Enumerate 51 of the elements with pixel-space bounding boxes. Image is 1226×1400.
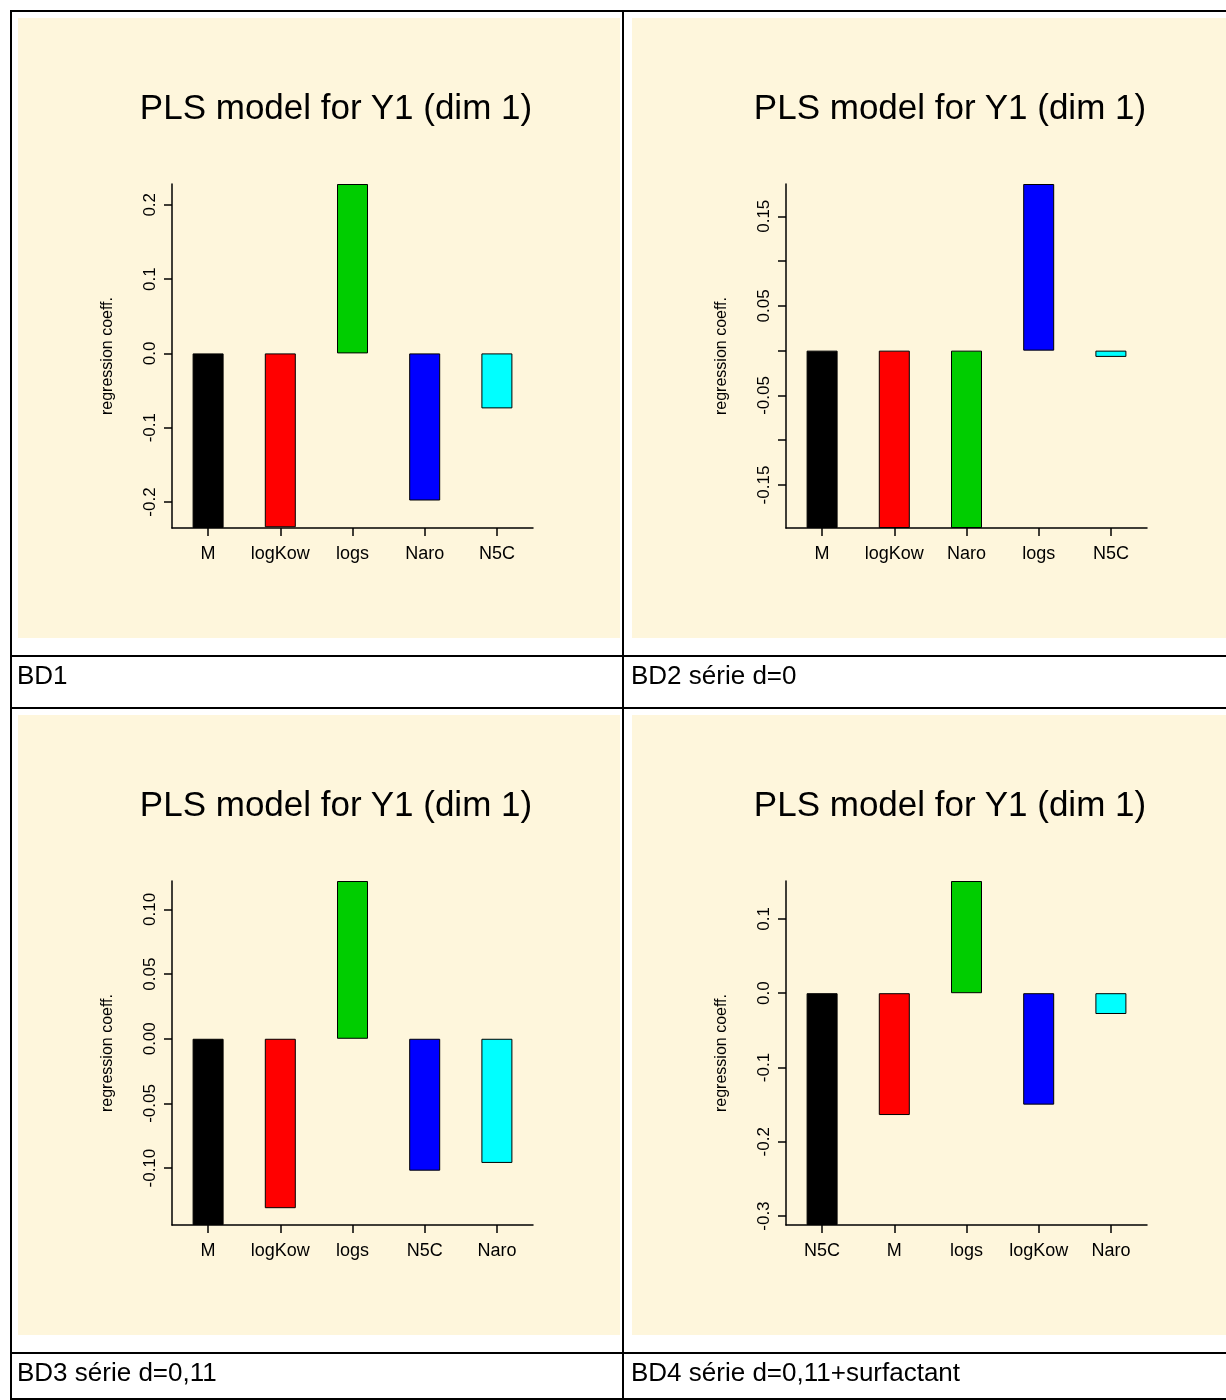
x-tick-label: M bbox=[200, 1240, 216, 1260]
y-tick-label: 0.10 bbox=[140, 892, 159, 926]
y-tick-label: -0.2 bbox=[140, 487, 159, 517]
x-tick-label: Naro bbox=[946, 543, 987, 563]
chart-title: PLS model for Y1 (dim 1) bbox=[139, 784, 533, 823]
x-tick-label: Naro bbox=[477, 1240, 517, 1260]
x-tick-label: N5C bbox=[804, 1240, 841, 1260]
x-tick-label: logKow bbox=[250, 1240, 311, 1260]
text: BD1 bbox=[17, 660, 68, 691]
x-tick-label: M bbox=[886, 1240, 902, 1260]
y-tick-label: -0.10 bbox=[140, 1148, 159, 1188]
x-tick-label: N5C bbox=[406, 1240, 443, 1260]
x-tick-label: logKow bbox=[864, 543, 925, 563]
text: BD2 série d=0 bbox=[631, 660, 797, 691]
y-tick-label: -0.05 bbox=[754, 376, 773, 415]
x-tick-label: M bbox=[200, 543, 216, 563]
x-tick-label: logs bbox=[335, 543, 370, 563]
y-tick-label: 0.05 bbox=[140, 957, 159, 991]
y-axis-title: regression coeff. bbox=[711, 994, 729, 1112]
x-tick-label: Naro bbox=[405, 543, 445, 563]
y-tick-label: -0.05 bbox=[140, 1084, 159, 1123]
chart-title: PLS model for Y1 (dim 1) bbox=[753, 784, 1147, 823]
y-tick-label: 0.0 bbox=[754, 981, 773, 1006]
y-tick-label: 0.05 bbox=[754, 289, 773, 323]
y-tick-label: -0.2 bbox=[754, 1127, 773, 1157]
x-tick-label: logKow bbox=[1009, 1240, 1070, 1260]
text: BD3 série d=0,11 bbox=[17, 1357, 217, 1388]
x-tick-label: N5C bbox=[1092, 543, 1129, 563]
y-tick-label: 0.00 bbox=[140, 1022, 159, 1056]
chart-title: PLS model for Y1 (dim 1) bbox=[139, 87, 533, 126]
x-tick-label: M bbox=[814, 543, 830, 563]
y-axis-title: regression coeff. bbox=[711, 297, 729, 415]
x-tick-label: Naro bbox=[1091, 1240, 1131, 1260]
x-tick-label: logs bbox=[949, 1240, 984, 1260]
y-tick-label: 0.1 bbox=[754, 907, 773, 931]
y-axis-title: regression coeff. bbox=[97, 994, 115, 1112]
y-tick-label: 0.1 bbox=[140, 267, 159, 291]
y-tick-label: -0.15 bbox=[754, 465, 773, 505]
y-tick-label: -0.1 bbox=[140, 413, 159, 443]
y-axis-title: regression coeff. bbox=[97, 297, 115, 415]
chart-title: PLS model for Y1 (dim 1) bbox=[753, 87, 1147, 126]
y-tick-label: -0.3 bbox=[754, 1201, 773, 1231]
y-tick-label: -0.1 bbox=[754, 1052, 773, 1083]
x-tick-label: N5C bbox=[478, 543, 515, 563]
text: BD4 série d=0,11+surfactant bbox=[631, 1357, 961, 1388]
x-tick-label: logs bbox=[335, 1240, 370, 1260]
y-tick-label: 0.15 bbox=[754, 199, 773, 233]
y-tick-label: 0.0 bbox=[140, 341, 159, 366]
x-tick-label: logKow bbox=[250, 543, 311, 563]
y-tick-label: 0.2 bbox=[140, 192, 159, 217]
x-tick-label: logs bbox=[1022, 543, 1056, 563]
